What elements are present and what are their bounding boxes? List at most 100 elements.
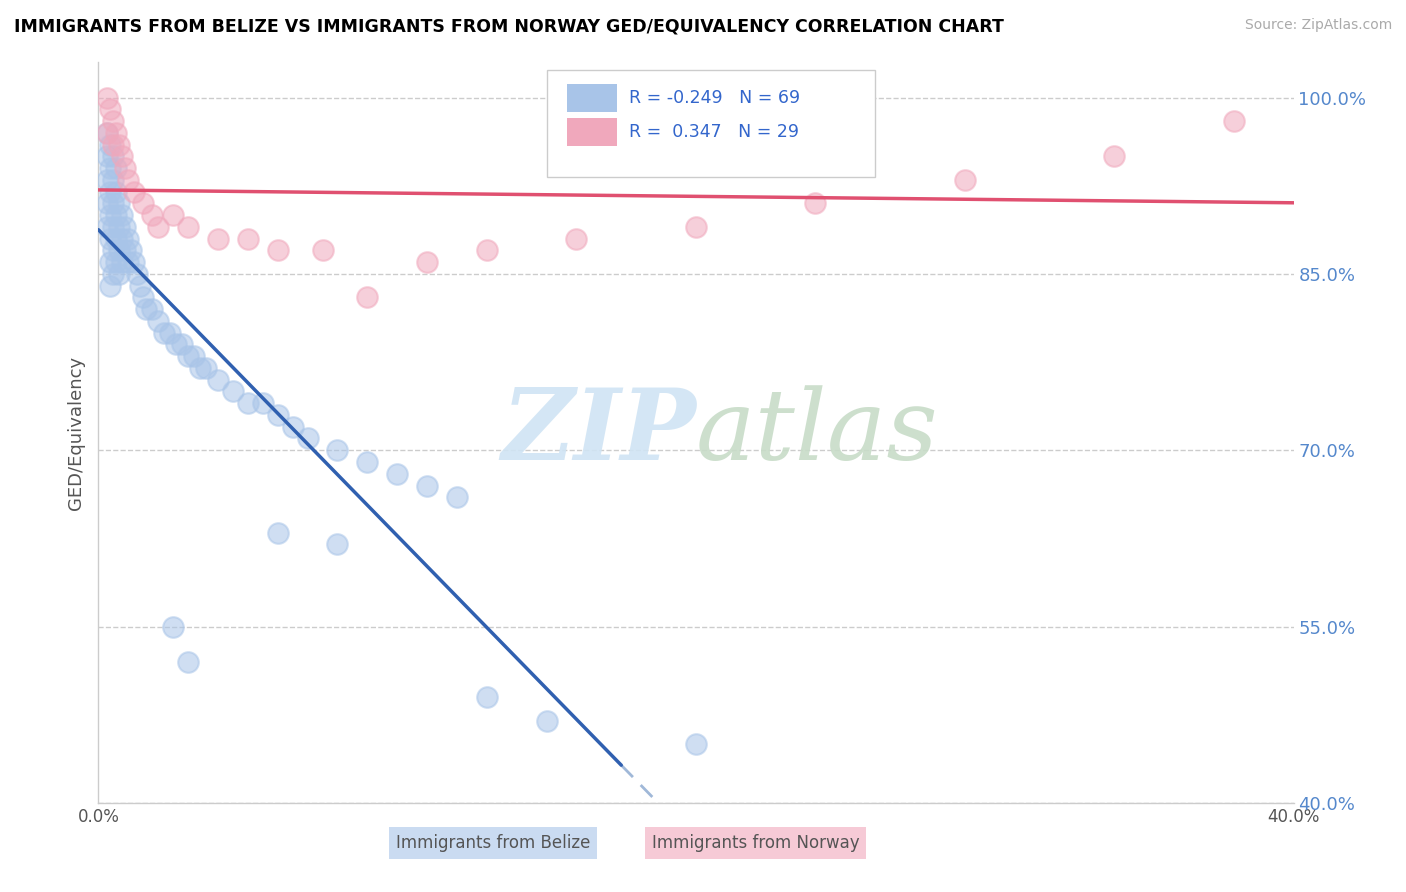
Point xyxy=(536,714,558,728)
Point xyxy=(953,173,976,187)
Point xyxy=(124,255,146,269)
Point xyxy=(124,185,146,199)
Point xyxy=(236,232,259,246)
Point xyxy=(105,185,128,199)
Point xyxy=(114,244,136,258)
Point xyxy=(188,361,211,376)
Text: atlas: atlas xyxy=(696,385,939,480)
Point xyxy=(111,149,134,163)
Point xyxy=(141,302,163,317)
Point xyxy=(98,103,122,117)
Point xyxy=(105,232,128,246)
Y-axis label: GED/Equivalency: GED/Equivalency xyxy=(66,356,84,509)
Point xyxy=(148,314,170,328)
Point xyxy=(103,149,125,163)
Point xyxy=(132,196,155,211)
Point xyxy=(96,149,118,163)
Point xyxy=(103,196,125,211)
Point xyxy=(105,126,128,140)
Point xyxy=(297,432,319,446)
Point xyxy=(105,208,128,222)
Point xyxy=(446,490,468,504)
Point xyxy=(356,455,378,469)
Point xyxy=(105,255,128,269)
FancyBboxPatch shape xyxy=(547,70,876,178)
Text: Immigrants from Belize: Immigrants from Belize xyxy=(395,834,591,852)
Point xyxy=(416,478,439,492)
Point xyxy=(98,185,122,199)
Point xyxy=(385,467,409,481)
Point xyxy=(111,232,134,246)
Point xyxy=(177,219,200,234)
Point xyxy=(356,290,378,304)
Point xyxy=(105,161,128,176)
Point xyxy=(162,619,184,633)
Point xyxy=(475,690,498,704)
Point xyxy=(1104,149,1126,163)
Point xyxy=(148,219,170,234)
Point xyxy=(326,443,349,458)
Point xyxy=(117,173,139,187)
Point xyxy=(117,255,139,269)
Point xyxy=(311,244,333,258)
Point xyxy=(162,208,184,222)
Point xyxy=(103,137,125,152)
Point xyxy=(98,255,122,269)
Point xyxy=(96,126,118,140)
Point xyxy=(98,161,122,176)
Point xyxy=(108,137,131,152)
Text: Immigrants from Norway: Immigrants from Norway xyxy=(652,834,859,852)
Point xyxy=(96,91,118,105)
Point xyxy=(108,219,131,234)
Point xyxy=(416,255,439,269)
Point xyxy=(207,232,229,246)
Point xyxy=(195,361,218,376)
Point xyxy=(103,173,125,187)
Point xyxy=(96,173,118,187)
Point xyxy=(98,232,122,246)
Text: ZIP: ZIP xyxy=(501,384,696,481)
Point xyxy=(177,349,200,363)
Point xyxy=(114,161,136,176)
Point xyxy=(103,244,125,258)
Point xyxy=(117,232,139,246)
Point xyxy=(108,244,131,258)
Point xyxy=(222,384,245,399)
Point xyxy=(685,219,707,234)
Point xyxy=(129,278,152,293)
Point xyxy=(103,267,125,281)
Point xyxy=(111,208,134,222)
Point xyxy=(475,244,498,258)
Point xyxy=(120,244,142,258)
Point xyxy=(98,137,122,152)
Point xyxy=(267,408,290,422)
Point xyxy=(267,525,290,540)
Point xyxy=(236,396,259,410)
Point xyxy=(326,537,349,551)
Point xyxy=(1223,114,1246,128)
Point xyxy=(103,114,125,128)
Point xyxy=(111,255,134,269)
Point xyxy=(96,126,118,140)
Point xyxy=(98,278,122,293)
Point xyxy=(172,337,194,351)
Point xyxy=(252,396,274,410)
Point xyxy=(96,196,118,211)
Point xyxy=(114,219,136,234)
Point xyxy=(207,373,229,387)
FancyBboxPatch shape xyxy=(567,118,617,146)
Point xyxy=(153,326,176,340)
Point xyxy=(108,196,131,211)
Text: Source: ZipAtlas.com: Source: ZipAtlas.com xyxy=(1244,18,1392,32)
Point xyxy=(183,349,205,363)
Point xyxy=(96,219,118,234)
Point xyxy=(141,208,163,222)
Text: IMMIGRANTS FROM BELIZE VS IMMIGRANTS FROM NORWAY GED/EQUIVALENCY CORRELATION CHA: IMMIGRANTS FROM BELIZE VS IMMIGRANTS FRO… xyxy=(14,18,1004,36)
Point xyxy=(685,737,707,751)
Point xyxy=(165,337,187,351)
Text: R = -0.249   N = 69: R = -0.249 N = 69 xyxy=(628,89,800,107)
Point xyxy=(804,196,827,211)
Point xyxy=(159,326,181,340)
FancyBboxPatch shape xyxy=(567,84,617,112)
Text: R =  0.347   N = 29: R = 0.347 N = 29 xyxy=(628,123,799,141)
